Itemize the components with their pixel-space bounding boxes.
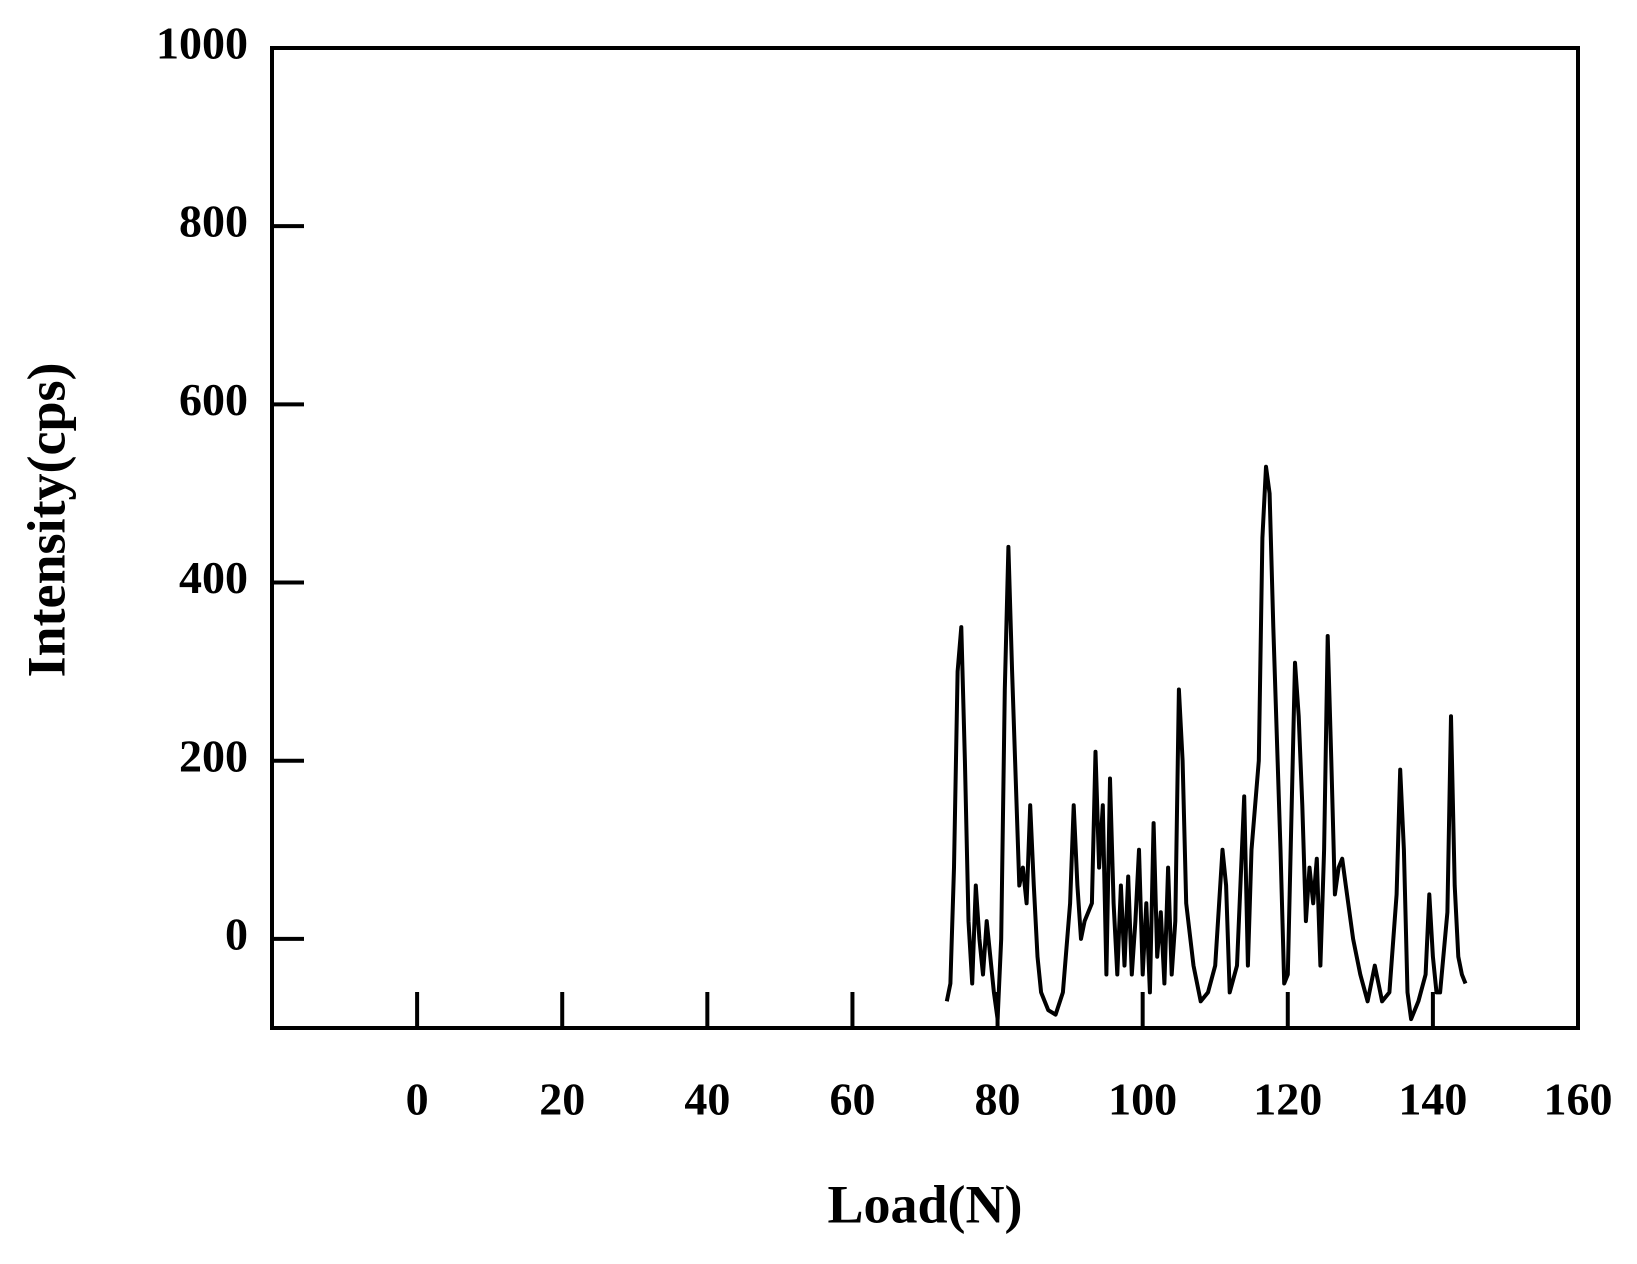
x-tick-label: 160	[1544, 1074, 1613, 1125]
x-tick-label: 80	[975, 1074, 1021, 1125]
x-tick-label: 0	[406, 1074, 429, 1125]
data-line	[944, 464, 1468, 1022]
x-axis-label: Load(N)	[827, 1174, 1022, 1234]
x-tick-label: 20	[539, 1074, 585, 1125]
y-tick-label: 1000	[156, 18, 248, 69]
y-tick-label: 200	[179, 730, 248, 781]
x-tick-label: 100	[1108, 1074, 1177, 1125]
x-tick-label: 120	[1253, 1074, 1322, 1125]
y-axis-label: Intensity(cps)	[16, 362, 76, 677]
plot-frame	[270, 46, 1580, 1030]
y-tick-label: 800	[179, 196, 248, 247]
y-tick-label: 600	[179, 374, 248, 425]
y-tick-label: 0	[225, 908, 248, 959]
x-tick-label: 140	[1398, 1074, 1467, 1125]
y-tick-label: 400	[179, 552, 248, 603]
x-tick-label: 60	[829, 1074, 875, 1125]
x-tick-label: 40	[684, 1074, 730, 1125]
